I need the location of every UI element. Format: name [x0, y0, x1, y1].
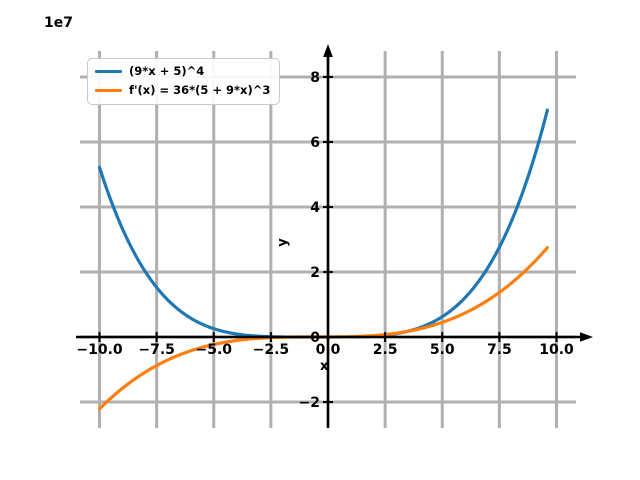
legend-entry: f'(x) = 36*(5 + 9*x)^3: [95, 82, 271, 98]
x-tick-label: 2.5: [373, 342, 398, 358]
legend-label: f'(x) = 36*(5 + 9*x)^3: [129, 82, 271, 97]
tick-labels: −10.0 −7.5 −5.0 −2.5 0.0 2.5 5.0 7.5 10.0 −2 0 2 4 6 8: [76, 70, 574, 411]
y-tick-label: 0: [310, 330, 320, 346]
y-tick-label: −2: [299, 395, 320, 411]
series-curve: [97, 108, 549, 339]
y-axis-label: y: [275, 238, 291, 247]
x-tick-label: 7.5: [487, 342, 512, 358]
y-tick-label: 4: [310, 200, 320, 216]
y-axis-offset-multiplier: 1e7: [44, 15, 73, 31]
x-tick-label: −2.5: [253, 342, 290, 358]
x-tick-label: 0.0: [316, 342, 341, 358]
x-tick-label: 5.0: [430, 342, 455, 358]
y-tick-label: 8: [310, 70, 320, 86]
x-tick-label: −7.5: [138, 342, 175, 358]
x-axis-arrowhead: [580, 332, 593, 342]
legend: (9*x + 5)^4 f'(x) = 36*(5 + 9*x)^3: [87, 58, 281, 105]
y-axis-arrowhead: [323, 44, 333, 57]
x-axis-label: x: [320, 359, 329, 374]
x-tick-label: −10.0: [76, 342, 123, 358]
legend-line-sample-blue: [95, 70, 122, 74]
y-tick-label: 2: [310, 265, 320, 281]
x-tick-label: 10.0: [539, 342, 574, 358]
axes: [76, 44, 593, 428]
legend-line-sample-orange: [95, 89, 122, 93]
legend-label: (9*x + 5)^4: [129, 64, 205, 78]
y-tick-label: 6: [310, 135, 320, 151]
x-tick-label: −5.0: [195, 342, 232, 358]
legend-entry: (9*x + 5)^4: [95, 64, 270, 79]
